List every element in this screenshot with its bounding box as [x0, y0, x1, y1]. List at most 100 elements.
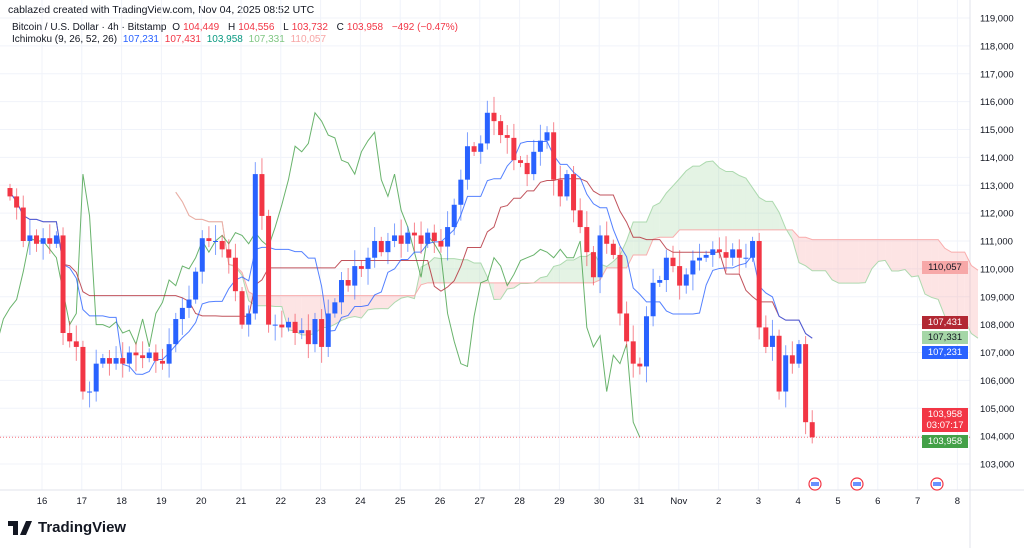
ichimoku-cloud-segment — [845, 239, 853, 284]
ichimoku-cloud-segment — [692, 166, 700, 230]
y-tick-label: 116,000 — [980, 97, 1014, 108]
candle-body — [226, 249, 232, 258]
candle-body — [100, 358, 106, 364]
candle-body — [716, 249, 722, 253]
ichimoku-cloud-segment — [540, 276, 548, 283]
ichimoku-cloud-segment — [460, 259, 468, 283]
ichimoku-cloud-segment — [281, 295, 289, 330]
candle-body — [285, 321, 291, 328]
candle-body — [743, 257, 749, 259]
candle-body — [292, 321, 298, 333]
ichimoku-cloud-segment — [719, 167, 727, 230]
ichimoku-cloud-segment — [387, 295, 395, 309]
candle-body — [411, 232, 417, 236]
base-price-label: 107,431 — [922, 316, 968, 329]
us-flag-event-icon-stripe — [811, 482, 819, 486]
x-tick-label: Nov — [670, 496, 687, 507]
tradingview-logo[interactable]: TradingView — [8, 519, 126, 536]
x-tick-label: 22 — [276, 496, 287, 507]
candle-body — [504, 135, 510, 138]
ichimoku-cloud-segment — [447, 258, 455, 283]
ichimoku-cloud-segment — [805, 237, 813, 271]
y-tick-label: 112,000 — [980, 209, 1014, 220]
ichimoku-cloud-segment — [434, 257, 441, 283]
tradingview-logo-icon — [8, 520, 32, 535]
candle-body — [358, 266, 364, 269]
candle-body — [425, 232, 431, 244]
candle-body — [637, 363, 643, 367]
candle-body — [803, 344, 809, 423]
candle-body — [604, 235, 610, 244]
x-tick-label: 3 — [756, 496, 761, 507]
candle-body — [299, 330, 305, 333]
candle-body — [677, 266, 683, 286]
ichimoku-cloud-segment — [301, 295, 309, 336]
candle-body — [325, 313, 331, 347]
candle-body — [378, 241, 384, 253]
x-tick-label: 31 — [634, 496, 645, 507]
x-tick-label: 23 — [315, 496, 326, 507]
candle-body — [650, 282, 656, 317]
candle-body — [571, 174, 577, 211]
candle-body — [610, 243, 616, 255]
candle-body — [577, 210, 583, 228]
candle-body — [199, 238, 205, 272]
ichimoku-cloud-segment — [739, 175, 746, 230]
candle-body — [113, 358, 119, 364]
ichimoku-cloud-segment — [659, 192, 667, 238]
y-tick-label: 108,000 — [980, 320, 1014, 331]
candle-body — [352, 266, 358, 286]
ichimoku-cloud-segment — [858, 239, 866, 284]
y-tick-label: 119,000 — [980, 14, 1014, 25]
ichimoku-cloud-segment — [891, 239, 899, 272]
y-tick-label: 114,000 — [980, 153, 1014, 164]
candle-body — [339, 280, 344, 303]
lead-b-value: 110,057 — [290, 34, 326, 45]
candle-body — [126, 352, 132, 364]
ichimoku-cloud-segment — [812, 239, 819, 271]
indicator-legend[interactable]: Ichimoku (9, 26, 52, 26) 107,231 107,431… — [12, 34, 461, 46]
x-tick-label: 2 — [716, 496, 721, 507]
candle-body — [537, 140, 543, 152]
candle-body — [690, 260, 696, 275]
candle-body — [7, 188, 13, 197]
candle-body — [590, 252, 596, 278]
y-tick-label: 103,000 — [980, 460, 1014, 471]
candle-body — [398, 235, 404, 244]
ichimoku-cloud-segment — [573, 256, 581, 283]
ichimoku-cloud-segment — [726, 171, 733, 230]
candle-body — [186, 299, 192, 308]
candle-body — [630, 341, 636, 364]
lead-a-value: 107,331 — [248, 34, 285, 45]
high-value: 104,556 — [238, 22, 275, 33]
leading-span-b-line — [175, 191, 979, 297]
change-value: −492 (−0.47%) — [391, 22, 459, 33]
x-tick-label: 5 — [835, 496, 840, 507]
x-tick-label: 27 — [475, 496, 486, 507]
conversion-line — [9, 140, 813, 375]
candle-body — [47, 238, 53, 244]
candle-body — [683, 274, 689, 286]
candle-body — [120, 358, 126, 364]
symbol-title: Bitcoin / U.S. Dollar · 4h · Bitstamp — [12, 22, 167, 33]
candle-body — [445, 227, 451, 247]
candle-body — [219, 241, 225, 250]
ichimoku-cloud-segment — [852, 239, 859, 284]
candle-body — [518, 160, 524, 163]
candle-body — [106, 358, 112, 364]
candle-body — [624, 313, 630, 342]
candle-body — [179, 307, 185, 320]
ichimoku-cloud-segment — [905, 239, 912, 277]
x-tick-label: 26 — [435, 496, 446, 507]
x-tick-label: 30 — [594, 496, 605, 507]
y-tick-label: 111,000 — [980, 237, 1013, 248]
ichimoku-cloud-segment — [832, 239, 839, 284]
ichimoku-cloud-segment — [679, 170, 687, 230]
candle-body — [345, 280, 351, 286]
y-tick-label: 105,000 — [980, 404, 1014, 415]
ichimoku-cloud-segment — [440, 258, 448, 283]
candle-body — [551, 132, 557, 180]
ichimoku-cloud-segment — [918, 239, 925, 295]
